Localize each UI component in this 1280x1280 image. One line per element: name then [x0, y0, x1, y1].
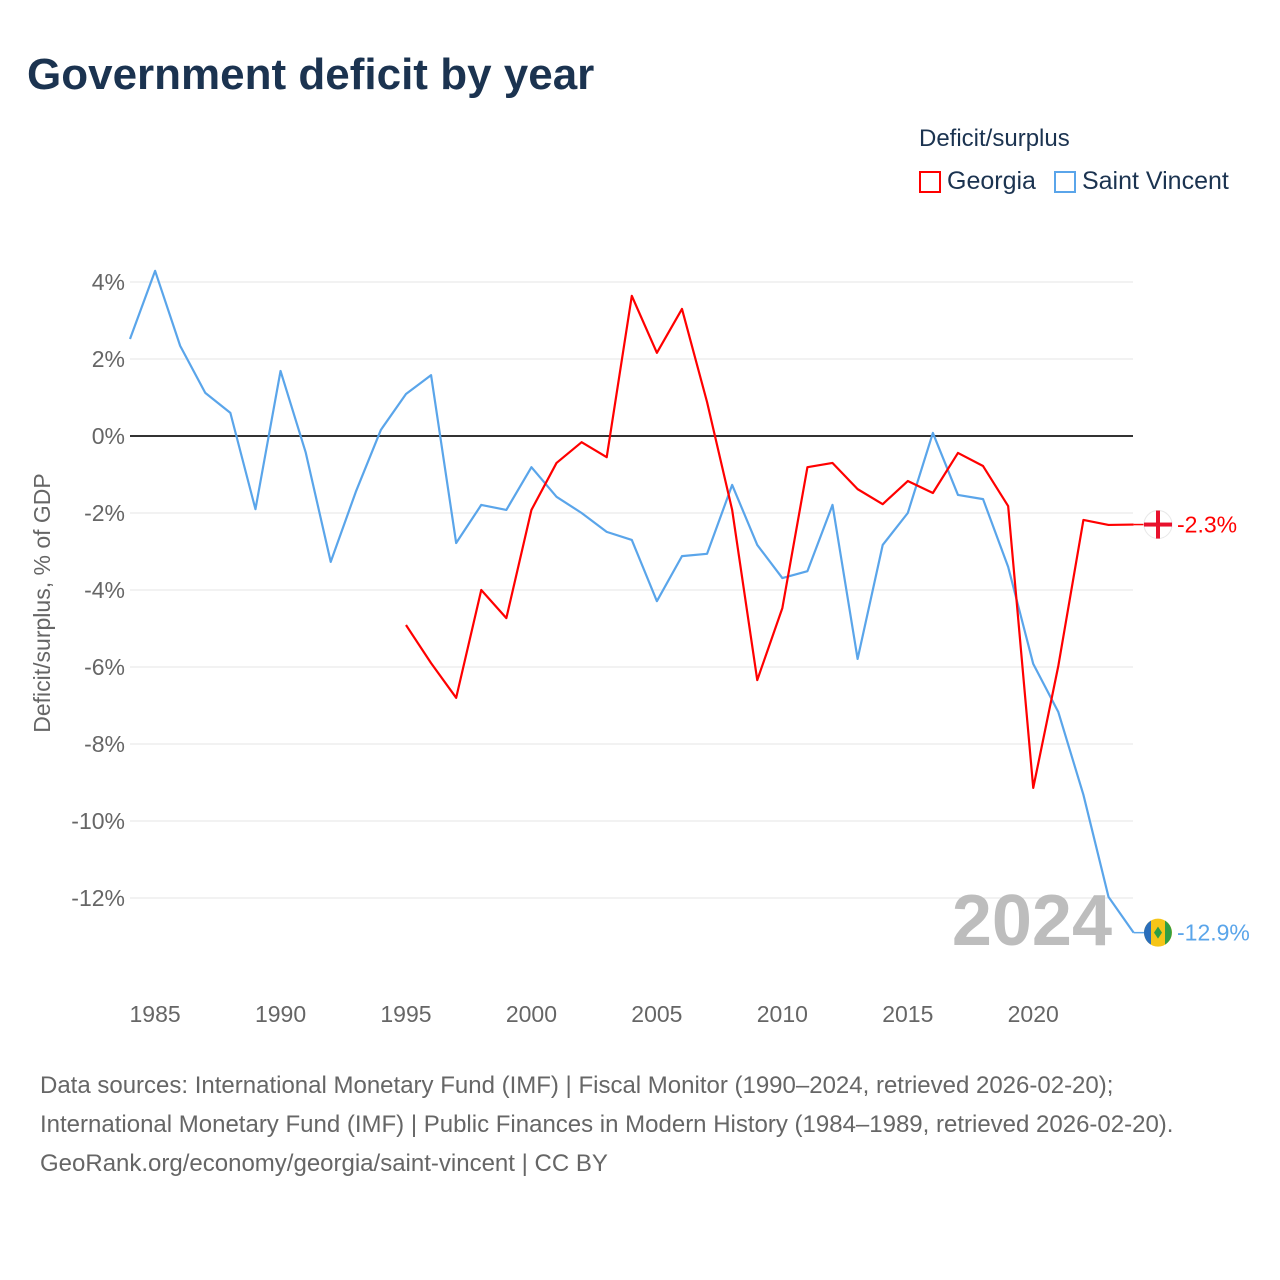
- series-line-saint-vincent: [128, 269, 1135, 934]
- y-tick-label: -12%: [71, 885, 125, 911]
- y-tick-label: 0%: [92, 423, 125, 449]
- legend: Georgia Saint Vincent: [919, 167, 1229, 196]
- x-tick-label: 2010: [757, 1001, 808, 1027]
- y-tick-label: -6%: [84, 654, 125, 680]
- x-tick-label: 1995: [380, 1001, 431, 1027]
- y-tick-label: -8%: [84, 731, 125, 757]
- series-line-georgia: [405, 294, 1134, 789]
- end-value-label: -12.9%: [1177, 920, 1250, 946]
- x-tick-label: 2005: [631, 1001, 682, 1027]
- credit-link[interactable]: GeoRank.org/economy/georgia/saint-vincen…: [40, 1150, 608, 1177]
- y-tick-label: -2%: [84, 500, 125, 526]
- flag-stripe: [1144, 920, 1151, 945]
- flag-diamond: [1154, 926, 1162, 939]
- flag-cross: [1144, 522, 1172, 527]
- plot-area: 4% 2% 0% -2% -4% -6% -8% -10% -12% 1985 1990 1995 20…: [29, 269, 1250, 1027]
- data-sources: Data sources: International Monetary Fun…: [40, 1072, 1174, 1138]
- y-tick-label: 2%: [92, 346, 125, 372]
- x-tick-label: 1990: [255, 1001, 306, 1027]
- legend-swatch-saint-vincent: [1053, 170, 1076, 193]
- end-value-label: -2.3%: [1177, 512, 1237, 538]
- chart-title: Government deficit by year: [27, 50, 595, 99]
- legend-title: Deficit/surplus: [919, 125, 1070, 152]
- x-tick-label: 1985: [130, 1001, 181, 1027]
- legend-label: Georgia: [947, 167, 1036, 195]
- y-tick-label: 4%: [92, 269, 125, 295]
- x-tick-label: 2020: [1008, 1001, 1059, 1027]
- legend-item-saint-vincent[interactable]: Saint Vincent: [1053, 167, 1229, 196]
- y-tick-label: -4%: [84, 577, 125, 603]
- year-watermark: 2024: [952, 881, 1112, 961]
- legend-label: Saint Vincent: [1081, 167, 1229, 195]
- legend-item-georgia[interactable]: Georgia: [919, 167, 1036, 196]
- legend-swatch-georgia: [919, 170, 941, 193]
- y-tick-label: -10%: [71, 808, 125, 834]
- x-tick-label: 2000: [506, 1001, 557, 1027]
- x-tick-label: 2015: [882, 1001, 933, 1027]
- y-axis-label: Deficit/surplus, % of GDP: [29, 473, 55, 732]
- flag-stripe: [1165, 920, 1172, 945]
- footer: Data sources: International Monetary Fun…: [40, 1066, 1240, 1183]
